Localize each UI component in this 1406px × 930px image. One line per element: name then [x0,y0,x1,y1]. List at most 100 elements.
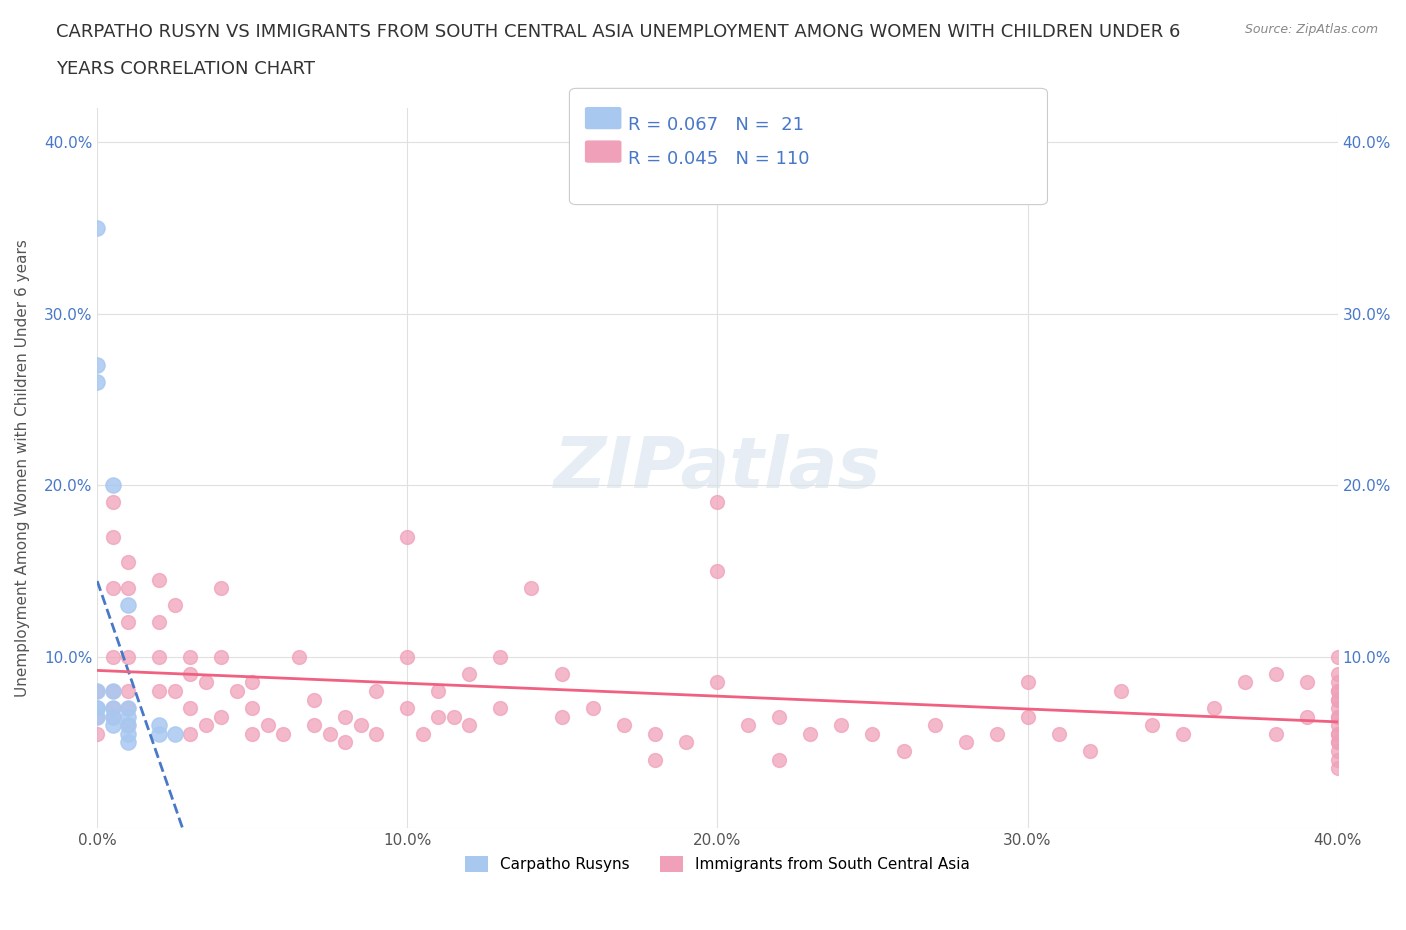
Point [101,649,124,664]
Point [458,718,481,733]
Point [1326,710,1348,724]
Point [862,726,884,741]
Point [737,718,759,733]
Point [1264,667,1286,682]
Point [799,726,821,741]
Point [148,684,170,698]
Point [1326,761,1348,776]
Point [1140,718,1163,733]
Legend: Carpatho Rusyns, Immigrants from South Central Asia: Carpatho Rusyns, Immigrants from South C… [458,850,976,878]
Point [986,726,1008,741]
Text: R = 0.067   N =  21: R = 0.067 N = 21 [628,116,804,134]
Point [1326,726,1348,741]
Point [179,726,201,741]
Y-axis label: Unemployment Among Women with Children Under 6 years: Unemployment Among Women with Children U… [15,239,30,697]
Point [148,726,170,741]
Point [288,649,311,664]
Point [86,684,108,698]
Point [271,726,294,741]
Point [117,649,139,664]
Point [86,700,108,715]
Point [101,529,124,544]
Point [179,649,201,664]
Point [706,675,728,690]
Point [117,684,139,698]
Point [117,580,139,595]
Point [209,580,232,595]
Point [163,598,186,613]
Point [117,700,139,715]
Point [706,564,728,578]
Point [1326,692,1348,707]
Point [613,718,636,733]
Point [194,718,217,733]
Point [101,710,124,724]
Point [209,649,232,664]
Point [1326,667,1348,682]
Point [335,710,357,724]
Point [427,684,450,698]
Point [1326,726,1348,741]
Point [924,718,946,733]
Text: R = 0.045   N = 110: R = 0.045 N = 110 [628,150,810,167]
Point [675,735,697,750]
Point [179,700,201,715]
Point [256,718,278,733]
Point [350,718,373,733]
Point [86,700,108,715]
Point [101,478,124,493]
Point [86,220,108,235]
Point [117,615,139,630]
Point [1326,684,1348,698]
Point [117,598,139,613]
Point [117,710,139,724]
Point [1171,726,1194,741]
Point [101,700,124,715]
Point [458,667,481,682]
Point [148,615,170,630]
Point [335,735,357,750]
Text: CARPATHO RUSYN VS IMMIGRANTS FROM SOUTH CENTRAL ASIA UNEMPLOYMENT AMONG WOMEN WI: CARPATHO RUSYN VS IMMIGRANTS FROM SOUTH … [56,23,1181,41]
Point [86,375,108,390]
Point [366,684,388,698]
Point [706,495,728,510]
Point [396,529,419,544]
Point [86,710,108,724]
Point [489,649,512,664]
Point [1202,700,1225,715]
Point [1326,649,1348,664]
Point [319,726,342,741]
Point [1017,710,1039,724]
Point [117,718,139,733]
Point [1295,710,1317,724]
Point [304,692,326,707]
Point [551,710,574,724]
Point [86,710,108,724]
Point [1326,675,1348,690]
Point [1326,718,1348,733]
Point [86,358,108,373]
Point [179,667,201,682]
Text: YEARS CORRELATION CHART: YEARS CORRELATION CHART [56,60,315,78]
Point [101,580,124,595]
Point [1047,726,1070,741]
Point [1233,675,1256,690]
Point [117,555,139,570]
Text: ZIPatlas: ZIPatlas [554,433,882,502]
Point [1264,726,1286,741]
Point [148,572,170,587]
Point [101,684,124,698]
Point [644,752,666,767]
Point [830,718,852,733]
Point [396,649,419,664]
Point [101,495,124,510]
Point [117,735,139,750]
Point [1326,692,1348,707]
Point [1109,684,1132,698]
Point [1326,700,1348,715]
Point [412,726,434,741]
Text: Source: ZipAtlas.com: Source: ZipAtlas.com [1244,23,1378,36]
Point [1326,735,1348,750]
Point [117,718,139,733]
Point [1017,675,1039,690]
